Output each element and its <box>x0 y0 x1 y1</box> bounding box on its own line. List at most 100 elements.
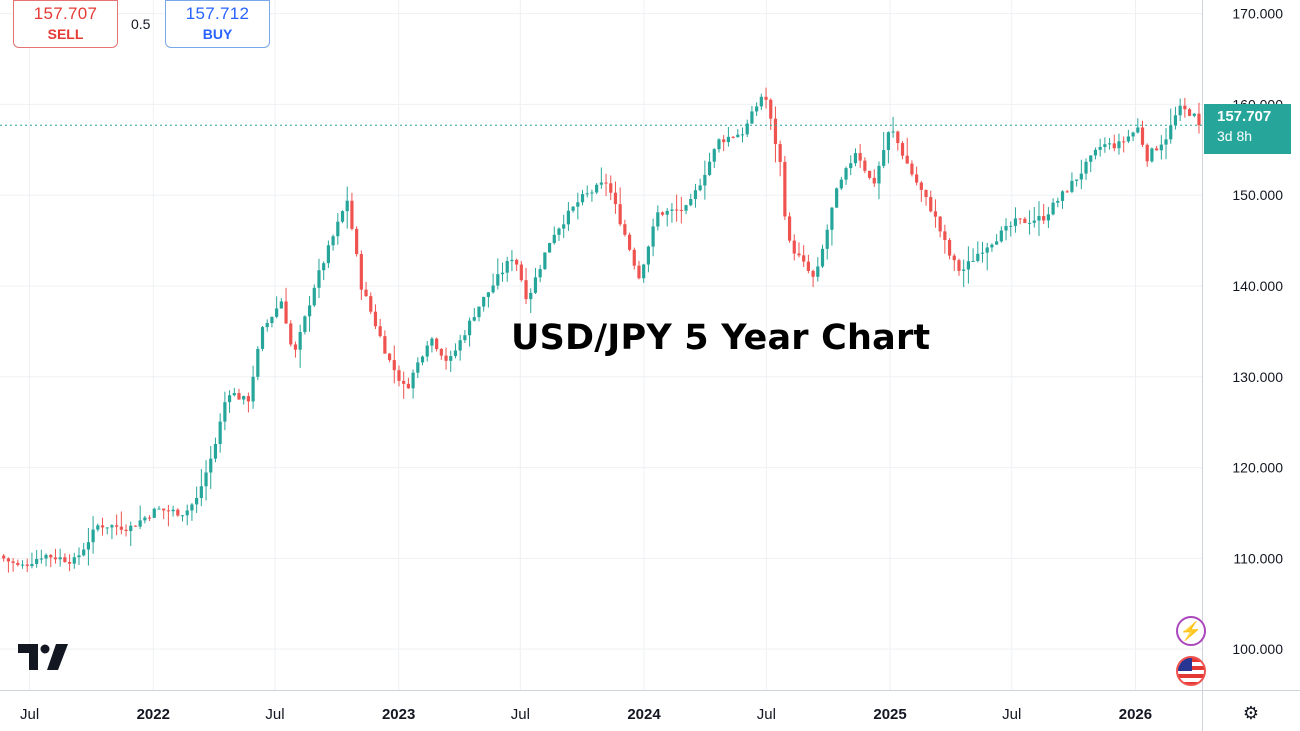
candle-body <box>293 344 298 350</box>
candle-body <box>816 266 820 277</box>
candle-body <box>703 174 707 186</box>
candle-body <box>585 193 589 195</box>
candle-body <box>811 270 815 277</box>
candle-body <box>1075 179 1079 181</box>
candle-body <box>595 184 599 193</box>
time-tick-label: Jul <box>511 706 530 723</box>
candle-body <box>1192 113 1196 116</box>
candle-body <box>726 136 730 143</box>
candle-body <box>1027 222 1032 224</box>
candle-body <box>543 252 547 270</box>
candle-body <box>787 216 792 241</box>
candle-body <box>995 241 999 245</box>
candle-body <box>185 510 189 516</box>
candle-body <box>209 458 213 473</box>
candle-body <box>524 280 528 300</box>
candle-body <box>100 525 105 528</box>
candle-body <box>298 332 302 350</box>
candle-body <box>289 323 293 345</box>
candle-body <box>1018 218 1022 220</box>
candle-body <box>486 292 490 297</box>
candle-body <box>77 555 81 558</box>
candle-body <box>792 240 796 254</box>
candle-body <box>35 559 39 564</box>
candle-body <box>105 527 109 529</box>
lightning-icon[interactable]: ⚡ <box>1176 616 1206 646</box>
price-tick-label: 170.000 <box>1232 6 1283 22</box>
tradingview-logo-icon[interactable] <box>18 644 68 670</box>
candle-body <box>980 252 985 254</box>
candle-body <box>336 221 340 237</box>
candle-body <box>820 248 825 267</box>
candle-body <box>1145 144 1149 162</box>
candle-body <box>416 362 420 373</box>
sell-price: 157.707 <box>33 4 98 23</box>
candle-body <box>839 179 843 189</box>
candle-body <box>665 210 669 215</box>
candle-body <box>369 296 373 312</box>
time-axis[interactable]: Jul 2022 Jul 2023 Jul 2024 Jul 2025 Jul 2026 <box>20 706 1152 723</box>
candle-body <box>853 153 858 164</box>
candle-body <box>830 207 834 230</box>
candle-body <box>552 234 556 244</box>
candle-body <box>345 200 349 212</box>
candle-body <box>30 563 34 567</box>
candle-body <box>618 204 622 225</box>
candle-body <box>162 508 166 511</box>
candle-body <box>1093 149 1098 156</box>
sell-button[interactable]: 157.707 SELL <box>13 0 118 48</box>
candle-body <box>1112 143 1116 149</box>
buy-button[interactable]: 157.712 BUY <box>165 0 270 48</box>
candle-body <box>378 326 382 337</box>
candle-body <box>962 269 966 271</box>
candle-body <box>491 285 495 293</box>
candle-body <box>312 287 316 306</box>
candle-body <box>797 253 801 256</box>
buy-label: BUY <box>202 26 233 42</box>
candle-body <box>176 509 180 516</box>
candle-body <box>646 246 650 265</box>
candle-body <box>947 239 952 256</box>
candle-body <box>6 558 11 562</box>
candle-body <box>1103 144 1107 147</box>
candle-body <box>402 380 406 384</box>
price-tick-label: 100.000 <box>1232 641 1283 657</box>
candle-body <box>204 472 208 487</box>
candle-body <box>844 168 848 180</box>
candle-body <box>86 542 91 550</box>
candle-body <box>1065 191 1069 193</box>
candle-body <box>707 161 712 175</box>
candle-body <box>1126 136 1130 142</box>
candle-body <box>529 292 533 300</box>
candle-body <box>557 228 561 235</box>
candle-body <box>458 340 462 351</box>
candle-body <box>519 264 523 281</box>
candle-body <box>256 348 260 377</box>
candle-body <box>58 557 62 560</box>
us-flag-icon[interactable] <box>1176 656 1206 686</box>
candle-body <box>919 182 923 190</box>
candle-body <box>307 305 312 317</box>
candle-body <box>340 211 345 222</box>
candle-body <box>430 338 434 346</box>
candle-body <box>25 564 29 567</box>
candle-body <box>698 185 702 191</box>
candle-body <box>359 254 363 290</box>
time-tick-label: Jul <box>20 706 39 723</box>
candle-body <box>755 106 759 112</box>
candle-body <box>877 165 881 184</box>
candle-body <box>510 259 514 262</box>
candle-body <box>740 134 745 136</box>
settings-icon[interactable]: ⚙ <box>1242 703 1260 723</box>
candle-body <box>110 525 114 528</box>
candle-body <box>835 188 839 208</box>
candle-body <box>731 136 735 138</box>
candle-body <box>1159 144 1163 151</box>
candle-body <box>467 320 472 336</box>
candle-body <box>1037 216 1041 221</box>
candle-body <box>547 243 552 253</box>
candle-body <box>613 192 618 205</box>
candle-body <box>750 111 754 124</box>
time-tick-label: 2023 <box>382 706 415 723</box>
